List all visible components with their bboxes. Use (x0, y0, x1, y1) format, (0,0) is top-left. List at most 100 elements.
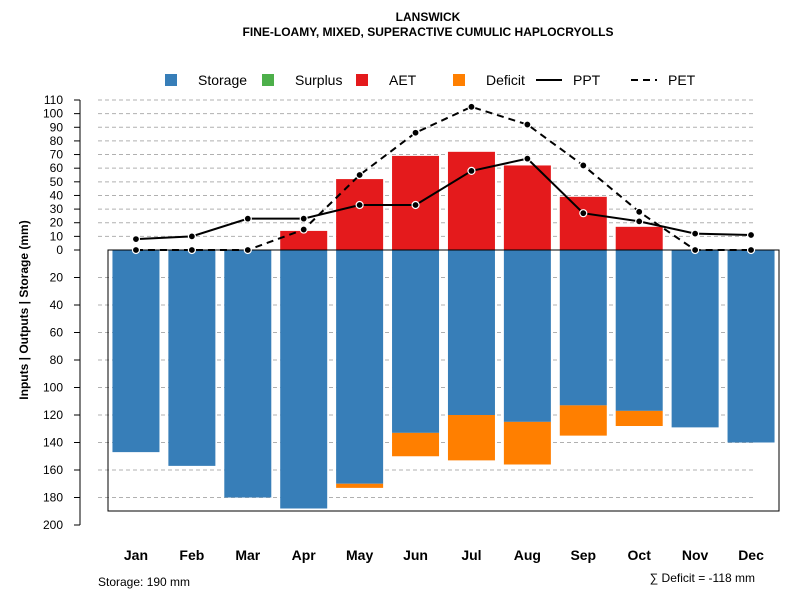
ppt-line (135, 157, 752, 241)
chart-legend: Storage Surplus AET Deficit PPT PET (165, 72, 696, 88)
x-tick-label: Sep (570, 547, 596, 563)
pet-point (746, 245, 756, 255)
pet-point (635, 207, 644, 216)
aet-bar (615, 226, 663, 250)
y-tick-label: 80 (50, 134, 64, 148)
y-tick-label: 30 (50, 202, 64, 216)
deficit-bar (447, 415, 495, 461)
pet-point (131, 245, 141, 255)
y-tick-label: 60 (50, 326, 64, 340)
x-tick-label: Oct (628, 547, 652, 563)
legend-swatch-aet (356, 74, 368, 86)
legend-label-pet: PET (668, 72, 696, 88)
storage-bar (280, 250, 328, 509)
pet-point (467, 102, 476, 111)
y-axis-label: Inputs | Outputs | Storage (mm) (17, 220, 31, 399)
aet-bar (559, 196, 607, 250)
y-tick-label: 70 (50, 148, 64, 162)
x-tick-label: Aug (514, 547, 541, 563)
legend-label-surplus: Surplus (295, 72, 342, 88)
ppt-point (355, 200, 364, 210)
deficit-footer: ∑ Deficit = -118 mm (650, 571, 755, 585)
x-tick-label: Jan (124, 547, 148, 563)
storage-capacity-frame (107, 249, 780, 512)
x-tick-label: Nov (682, 547, 709, 563)
storage-bar (168, 250, 216, 466)
legend-swatch-surplus (262, 74, 274, 86)
ppt-point (131, 234, 141, 244)
storage-bar (447, 250, 495, 415)
aet-bar (280, 230, 328, 250)
x-tick-label: Jul (461, 547, 481, 563)
ppt-point (523, 154, 532, 163)
x-tick-label: Feb (179, 547, 204, 563)
x-tick-label: Dec (738, 547, 764, 563)
storage-bar (559, 250, 607, 406)
y-tick-label: 200 (43, 518, 63, 532)
pet-point (355, 170, 364, 180)
legend-label-deficit: Deficit (486, 72, 525, 88)
ppt-point (635, 217, 644, 226)
legend-label-storage: Storage (198, 72, 247, 88)
pet-point (243, 245, 252, 255)
deficit-bar (336, 483, 384, 488)
pet-line (135, 105, 752, 251)
storage-bar (615, 250, 663, 411)
x-tick-label: Apr (292, 547, 317, 563)
ppt-point (746, 230, 756, 240)
y-tick-label: 80 (50, 353, 64, 367)
pet-point (187, 245, 196, 255)
storage-bar (336, 250, 384, 484)
aet-bar (503, 165, 551, 250)
ppt-point (243, 214, 252, 223)
y-tick-label: 100 (43, 107, 63, 121)
x-tick-label: May (346, 547, 373, 563)
y-tick-label: 160 (43, 463, 63, 477)
storage-bar (671, 250, 719, 428)
storage-bar (727, 250, 775, 443)
storage-bar (112, 250, 160, 453)
storage-bar (392, 250, 440, 433)
x-axis-labels: Jan Feb Mar Apr May Jun Jul Aug Sep Oct Nov Dec (124, 547, 764, 563)
deficit-bar (559, 405, 607, 436)
y-tick-label: 40 (50, 188, 64, 202)
chart-subtitle: FINE-LOAMY, MIXED, SUPERACTIVE CUMULIC H… (243, 25, 614, 39)
y-tick-label: 180 (43, 491, 63, 505)
ppt-point (187, 232, 196, 241)
aet-bar (336, 179, 384, 250)
y-axis: 1101009080706050403020100204060801001201… (43, 93, 81, 532)
lines-layer (131, 102, 756, 255)
legend-label-ppt: PPT (573, 72, 601, 88)
y-tick-label: 0 (56, 243, 63, 257)
ppt-point (579, 209, 588, 218)
x-tick-label: Mar (235, 547, 260, 563)
deficit-bar (503, 421, 551, 465)
y-tick-label: 20 (50, 271, 64, 285)
y-tick-label: 40 (50, 298, 64, 312)
storage-bar (224, 250, 272, 498)
storage-bar (503, 250, 551, 422)
pet-point (411, 128, 420, 137)
y-tick-label: 20 (50, 216, 64, 230)
y-tick-label: 90 (50, 120, 64, 134)
pet-point (523, 120, 532, 129)
y-tick-label: 100 (43, 381, 63, 395)
ppt-point (691, 229, 700, 238)
pet-point (299, 225, 308, 234)
y-tick-label: 50 (50, 175, 64, 189)
y-tick-label: 60 (50, 161, 64, 175)
ppt-point (467, 166, 476, 176)
pet-point (691, 245, 700, 255)
legend-swatch-deficit (453, 74, 465, 86)
legend-label-aet: AET (389, 72, 417, 88)
ppt-point (411, 200, 420, 210)
pet-point (579, 161, 588, 170)
deficit-bar (392, 432, 440, 457)
chart-title: LANSWICK (396, 10, 461, 24)
y-tick-label: 120 (43, 408, 63, 422)
legend-swatch-storage (165, 74, 177, 86)
ppt-point (299, 214, 308, 223)
x-tick-label: Jun (403, 547, 428, 563)
bars-layer (108, 151, 779, 509)
